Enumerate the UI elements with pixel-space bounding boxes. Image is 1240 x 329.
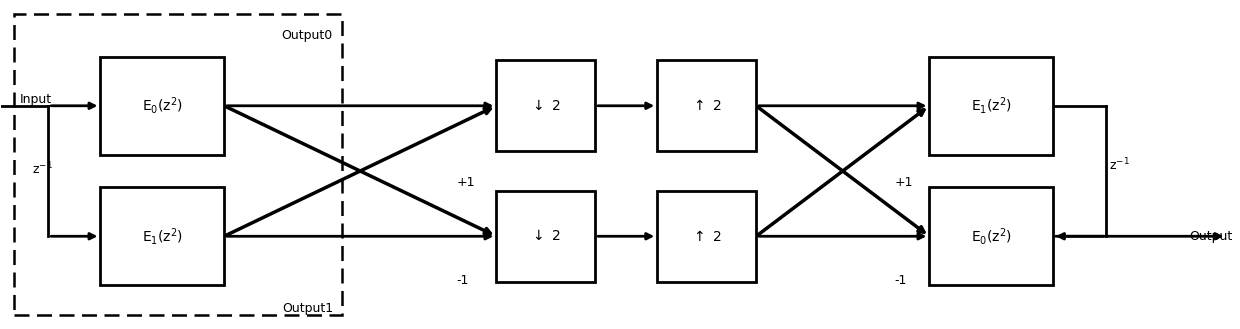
- Text: E$_0$(z$^2$): E$_0$(z$^2$): [141, 95, 182, 116]
- Text: $\uparrow$ 2: $\uparrow$ 2: [691, 98, 722, 113]
- FancyBboxPatch shape: [496, 190, 595, 282]
- Text: E$_0$(z$^2$): E$_0$(z$^2$): [971, 226, 1012, 247]
- Text: Output0: Output0: [281, 29, 334, 42]
- FancyBboxPatch shape: [657, 190, 756, 282]
- Text: +1: +1: [895, 176, 913, 189]
- FancyBboxPatch shape: [657, 60, 756, 151]
- FancyBboxPatch shape: [100, 57, 224, 155]
- Text: -1: -1: [895, 274, 906, 287]
- Text: $\downarrow$ 2: $\downarrow$ 2: [531, 99, 562, 113]
- Text: -1: -1: [456, 274, 469, 287]
- Text: +1: +1: [456, 176, 475, 189]
- Text: $\downarrow$ 2: $\downarrow$ 2: [531, 229, 562, 243]
- Text: Output1: Output1: [281, 302, 334, 315]
- Text: z$^{-1}$: z$^{-1}$: [32, 161, 53, 178]
- Text: Input: Input: [20, 93, 52, 106]
- Text: $\uparrow$ 2: $\uparrow$ 2: [691, 229, 722, 244]
- FancyBboxPatch shape: [100, 187, 224, 285]
- Text: Output: Output: [1189, 230, 1233, 243]
- FancyBboxPatch shape: [929, 187, 1053, 285]
- Text: E$_1$(z$^2$): E$_1$(z$^2$): [971, 95, 1012, 116]
- Text: z$^{-1}$: z$^{-1}$: [1109, 156, 1130, 173]
- Text: E$_1$(z$^2$): E$_1$(z$^2$): [141, 226, 182, 247]
- FancyBboxPatch shape: [496, 60, 595, 151]
- FancyBboxPatch shape: [929, 57, 1053, 155]
